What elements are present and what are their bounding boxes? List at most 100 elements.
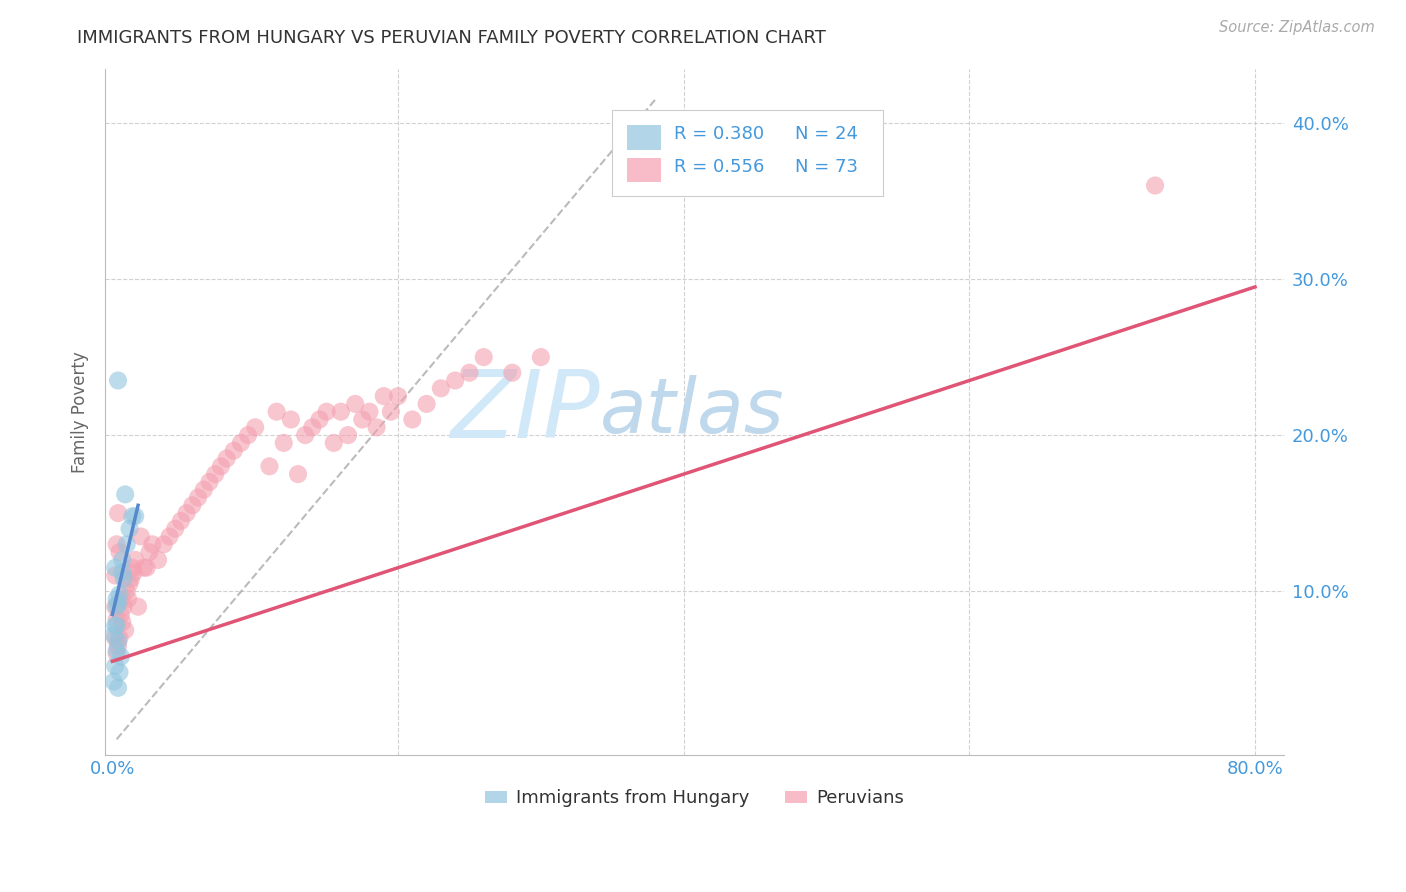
- Point: [114, 487, 136, 501]
- Point: [107, 374, 129, 388]
- Point: [120, 572, 142, 586]
- Point: [110, 649, 132, 664]
- Text: ZIP: ZIP: [450, 367, 600, 458]
- Point: [359, 405, 381, 419]
- Point: [245, 420, 267, 434]
- Point: [222, 443, 245, 458]
- Point: [104, 568, 127, 582]
- Point: [259, 459, 281, 474]
- Point: [165, 522, 187, 536]
- Point: [115, 537, 138, 551]
- Point: [209, 459, 232, 474]
- Point: [458, 366, 481, 380]
- Point: [129, 529, 152, 543]
- Point: [236, 428, 259, 442]
- Point: [122, 566, 145, 580]
- Point: [121, 560, 143, 574]
- Point: [187, 491, 209, 505]
- Point: [118, 522, 141, 536]
- Point: [352, 412, 374, 426]
- FancyBboxPatch shape: [627, 158, 661, 183]
- Point: [121, 509, 143, 524]
- Point: [105, 647, 128, 661]
- Point: [107, 681, 129, 695]
- Point: [215, 451, 238, 466]
- Point: [111, 566, 134, 580]
- Point: [107, 639, 129, 653]
- Point: [115, 584, 138, 599]
- Point: [415, 397, 437, 411]
- Point: [329, 405, 352, 419]
- Point: [104, 618, 127, 632]
- Point: [108, 665, 131, 680]
- Text: atlas: atlas: [600, 375, 785, 449]
- Text: Source: ZipAtlas.com: Source: ZipAtlas.com: [1219, 20, 1375, 35]
- Point: [176, 506, 198, 520]
- Point: [108, 545, 131, 559]
- Point: [294, 428, 316, 442]
- Point: [105, 643, 128, 657]
- Point: [103, 674, 125, 689]
- Point: [105, 537, 128, 551]
- FancyBboxPatch shape: [627, 125, 661, 150]
- Point: [107, 597, 129, 611]
- Point: [204, 467, 226, 482]
- Text: IMMIGRANTS FROM HUNGARY VS PERUVIAN FAMILY POVERTY CORRELATION CHART: IMMIGRANTS FROM HUNGARY VS PERUVIAN FAMI…: [77, 29, 827, 46]
- Point: [105, 599, 128, 614]
- Point: [380, 405, 402, 419]
- Point: [273, 436, 295, 450]
- Point: [387, 389, 409, 403]
- Point: [337, 428, 360, 442]
- Point: [280, 412, 302, 426]
- Point: [104, 631, 127, 645]
- Point: [501, 366, 523, 380]
- Point: [181, 498, 204, 512]
- Point: [118, 576, 141, 591]
- Point: [315, 405, 337, 419]
- Point: [146, 553, 169, 567]
- Point: [132, 560, 155, 574]
- Text: N = 73: N = 73: [794, 158, 858, 176]
- Point: [107, 506, 129, 520]
- Point: [322, 436, 344, 450]
- Point: [472, 350, 495, 364]
- Point: [401, 412, 423, 426]
- Point: [444, 374, 467, 388]
- Point: [124, 553, 146, 567]
- Point: [108, 587, 131, 601]
- Point: [308, 412, 330, 426]
- Point: [138, 545, 160, 559]
- Point: [193, 483, 215, 497]
- Text: N = 24: N = 24: [794, 125, 858, 143]
- Point: [287, 467, 309, 482]
- Point: [127, 599, 149, 614]
- Point: [111, 553, 134, 567]
- Point: [430, 381, 453, 395]
- Point: [344, 397, 367, 411]
- Point: [152, 537, 174, 551]
- Point: [112, 599, 135, 614]
- Point: [104, 599, 127, 614]
- Point: [170, 514, 193, 528]
- Point: [114, 623, 136, 637]
- Point: [266, 405, 288, 419]
- Point: [117, 591, 139, 606]
- Point: [111, 615, 134, 630]
- Point: [229, 436, 252, 450]
- Point: [366, 420, 388, 434]
- Point: [105, 612, 128, 626]
- Text: R = 0.556: R = 0.556: [675, 158, 765, 176]
- Point: [108, 631, 131, 645]
- Point: [105, 618, 128, 632]
- Point: [1144, 178, 1167, 193]
- Text: R = 0.380: R = 0.380: [675, 125, 765, 143]
- Point: [107, 634, 129, 648]
- Point: [135, 560, 157, 574]
- Legend: Immigrants from Hungary, Peruvians: Immigrants from Hungary, Peruvians: [478, 782, 911, 814]
- Point: [103, 628, 125, 642]
- Point: [104, 560, 127, 574]
- Point: [112, 572, 135, 586]
- Point: [198, 475, 221, 489]
- Point: [301, 420, 323, 434]
- Point: [110, 607, 132, 622]
